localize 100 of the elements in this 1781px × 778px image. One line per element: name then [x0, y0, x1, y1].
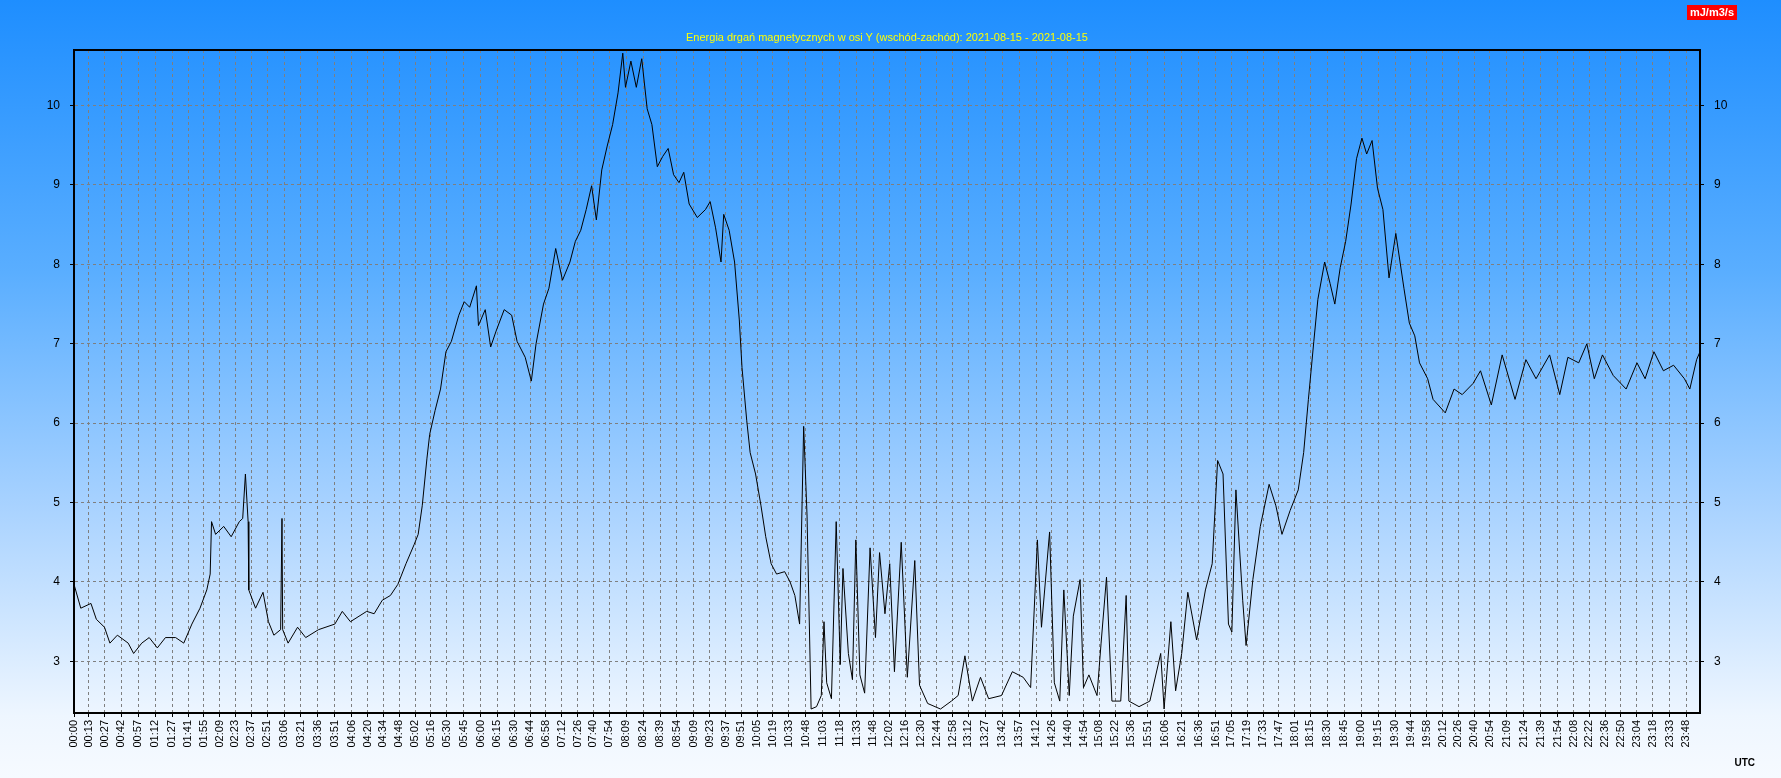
x-tick-label: 19:00 — [1354, 720, 1367, 748]
x-tick-label: 22:08 — [1566, 720, 1579, 748]
x-tick-label: 13:42 — [995, 720, 1008, 748]
x-tick-label: 15:36 — [1123, 720, 1136, 748]
x-tick-label: 00:00 — [67, 720, 80, 748]
x-tick-label: 03:21 — [293, 720, 306, 748]
x-tick-label: 17:47 — [1271, 720, 1284, 748]
x-tick-label: 14:54 — [1076, 720, 1089, 748]
x-tick-label: 19:58 — [1419, 720, 1432, 748]
y2-tick-label: 5 — [1714, 494, 1721, 509]
x-tick-label: 14:26 — [1044, 720, 1057, 748]
x-tick-label: 16:06 — [1157, 720, 1170, 748]
y2-tick-label: 4 — [1714, 574, 1721, 589]
x-tick-label: 01:41 — [181, 720, 194, 748]
x-axis-title: UTC — [1734, 757, 1755, 768]
x-tick-label: 18:15 — [1303, 720, 1316, 748]
x-tick-label: 08:09 — [619, 720, 632, 748]
x-tick-label: 06:15 — [490, 720, 503, 748]
y-tick-label: 7 — [53, 336, 61, 351]
x-tick-label: 09:51 — [734, 720, 747, 748]
x-tick-label: 16:51 — [1208, 720, 1221, 748]
x-tick-label: 06:58 — [539, 720, 552, 748]
x-tick-label: 00:57 — [131, 720, 144, 748]
x-tick-label: 18:01 — [1287, 720, 1300, 748]
x-tick-label: 07:54 — [602, 720, 615, 748]
x-tick-label: 14:12 — [1029, 720, 1042, 748]
y-tick-label: 6 — [53, 415, 61, 430]
x-tick-label: 23:18 — [1645, 720, 1658, 748]
x-tick-label: 05:45 — [456, 720, 469, 748]
x-tick-label: 03:36 — [310, 720, 323, 748]
x-tick-label: 00:13 — [81, 720, 94, 748]
x-tick-label: 09:23 — [702, 720, 715, 748]
x-tick-label: 22:36 — [1598, 720, 1611, 748]
x-tick-label: 06:44 — [523, 720, 536, 748]
x-tick-label: 16:36 — [1191, 720, 1204, 748]
x-tick-label: 21:09 — [1499, 720, 1512, 748]
x-tick-label: 23:04 — [1629, 720, 1642, 748]
y2-tick-label: 10 — [1714, 97, 1728, 112]
x-tick-label: 10:33 — [781, 720, 794, 748]
x-tick-label: 15:22 — [1108, 720, 1121, 748]
y2-tick-label: 6 — [1714, 415, 1721, 430]
x-tick-label: 12:02 — [882, 720, 895, 748]
x-tick-label: 12:44 — [929, 720, 942, 748]
x-tick-label: 20:54 — [1483, 720, 1496, 748]
y-tick-label: 8 — [53, 256, 61, 271]
x-tick-label: 21:39 — [1533, 720, 1546, 748]
x-tick-label: 03:51 — [327, 720, 340, 748]
x-tick-label: 11:33 — [849, 720, 862, 747]
x-tick-label: 01:12 — [148, 720, 161, 748]
x-tick-label: 02:09 — [212, 720, 225, 748]
y-tick-label: 5 — [53, 494, 61, 509]
x-tick-label: 17:05 — [1224, 720, 1237, 748]
x-tick-label: 19:15 — [1371, 720, 1384, 748]
x-tick-label: 01:27 — [165, 720, 178, 748]
y2-tick-label: 3 — [1714, 653, 1721, 668]
x-tick-label: 11:18 — [832, 720, 845, 747]
x-tick-label: 18:45 — [1337, 720, 1350, 748]
x-tick-label: 00:27 — [97, 720, 110, 748]
x-tick-label: 13:27 — [978, 720, 991, 748]
x-tick-label: 00:42 — [114, 720, 127, 748]
x-tick-label: 12:16 — [898, 720, 911, 748]
x-tick-label: 05:30 — [439, 720, 452, 748]
x-tick-label: 23:48 — [1679, 720, 1692, 748]
x-tick-label: 13:12 — [961, 720, 974, 748]
x-tick-label: 07:26 — [570, 720, 583, 748]
y-tick-label: 10 — [46, 97, 61, 112]
x-tick-label: 10:48 — [798, 720, 811, 748]
x-tick-label: 02:51 — [260, 720, 273, 748]
x-tick-label: 02:37 — [244, 720, 257, 748]
x-tick-label: 13:57 — [1012, 720, 1025, 748]
x-tick-label: 01:55 — [196, 720, 209, 748]
y2-tick-label: 7 — [1714, 336, 1721, 351]
x-tick-label: 12:58 — [945, 720, 958, 748]
x-tick-label: 10:05 — [750, 720, 763, 748]
x-tick-label: 18:30 — [1320, 720, 1333, 748]
x-tick-label: 20:26 — [1451, 720, 1464, 748]
x-tick-label: 19:30 — [1388, 720, 1401, 748]
x-tick-label: 21:24 — [1516, 720, 1529, 748]
y-tick-label: 9 — [53, 177, 61, 192]
x-tick-label: 08:54 — [670, 720, 683, 748]
x-tick-label: 10:19 — [765, 720, 778, 748]
x-tick-label: 17:19 — [1240, 720, 1253, 748]
x-tick-label: 20:12 — [1435, 720, 1448, 748]
x-tick-label: 05:16 — [423, 720, 436, 748]
x-tick-label: 07:40 — [586, 720, 599, 748]
y2-axis-title: mJ/m3/s — [1686, 5, 1737, 20]
x-tick-label: 04:48 — [392, 720, 405, 748]
x-tick-label: 06:30 — [507, 720, 520, 748]
x-tick-label: 22:22 — [1582, 720, 1595, 748]
y2-tick-label: 8 — [1714, 256, 1721, 271]
x-tick-label: 05:02 — [408, 720, 421, 748]
chart-title: Energia drgań magnetycznych w osi Y (wschód-zachód): 2021-08-15 - 2021-08-15 — [685, 31, 1089, 43]
x-tick-label: 14:40 — [1060, 720, 1073, 748]
x-tick-label: 08:39 — [653, 720, 666, 748]
y-tick-label: 3 — [53, 653, 61, 668]
x-tick-label: 15:08 — [1092, 720, 1105, 748]
x-tick-label: 20:40 — [1467, 720, 1480, 748]
x-tick-label: 09:37 — [718, 720, 731, 748]
x-tick-label: 22:50 — [1613, 720, 1626, 748]
x-tick-label: 23:33 — [1662, 720, 1675, 748]
